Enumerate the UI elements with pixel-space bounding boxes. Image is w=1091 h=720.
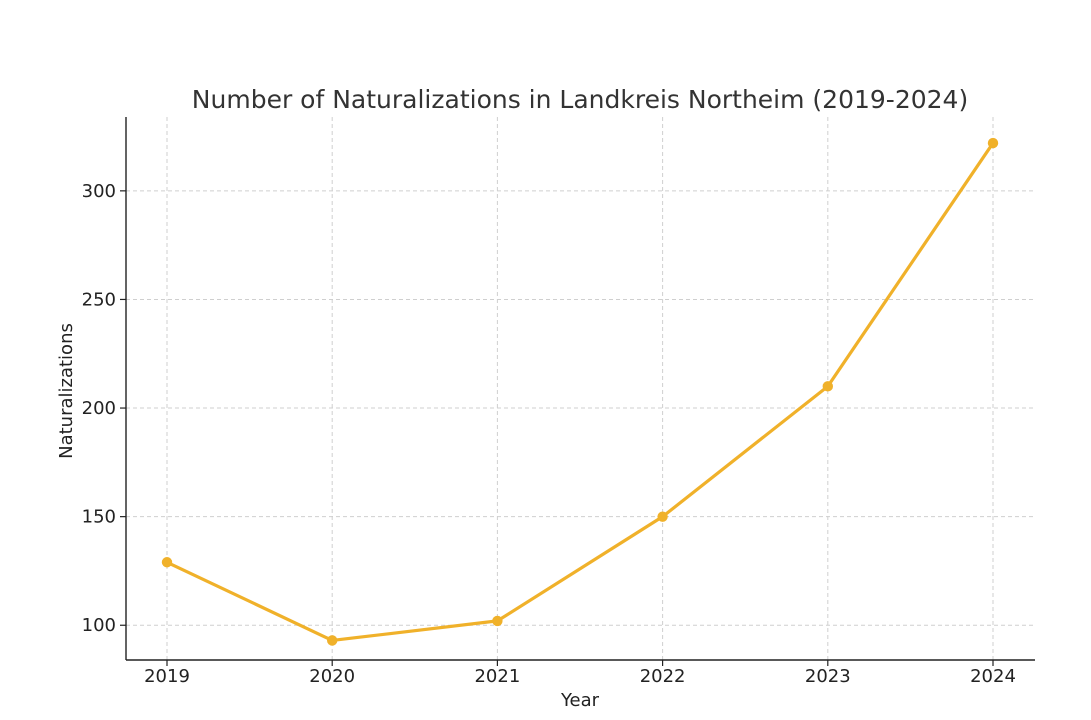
y-axis-ticks: 100 150 200 250 300 — [82, 181, 126, 636]
x-tick-label: 2021 — [474, 666, 520, 687]
data-point-2022 — [657, 511, 668, 522]
data-point-2021 — [492, 615, 503, 627]
data-point-2023 — [822, 381, 833, 392]
data-point-2024 — [987, 137, 999, 149]
y-tick-label: 200 — [82, 398, 116, 419]
x-tick-label: 2019 — [144, 666, 190, 687]
y-tick-label: 100 — [82, 615, 116, 636]
y-tick-label: 300 — [82, 181, 116, 202]
grid — [126, 117, 1035, 660]
data-point-2020 — [327, 635, 338, 646]
x-axis-label: Year — [560, 690, 600, 711]
x-tick-label: 2024 — [970, 666, 1016, 687]
x-axis-ticks: 2019 2020 2021 2022 2023 2024 — [144, 660, 1016, 687]
chart-title: Number of Naturalizations in Landkreis N… — [192, 85, 968, 114]
data-point-2019 — [161, 557, 173, 568]
series-layer — [161, 137, 999, 646]
x-tick-label: 2022 — [640, 666, 686, 687]
y-tick-label: 150 — [82, 507, 116, 528]
series-line — [165, 141, 995, 643]
y-tick-label: 250 — [82, 289, 116, 310]
x-tick-label: 2020 — [309, 666, 355, 687]
y-axis-label: Naturalizations — [56, 323, 77, 459]
x-tick-label: 2023 — [805, 666, 851, 687]
